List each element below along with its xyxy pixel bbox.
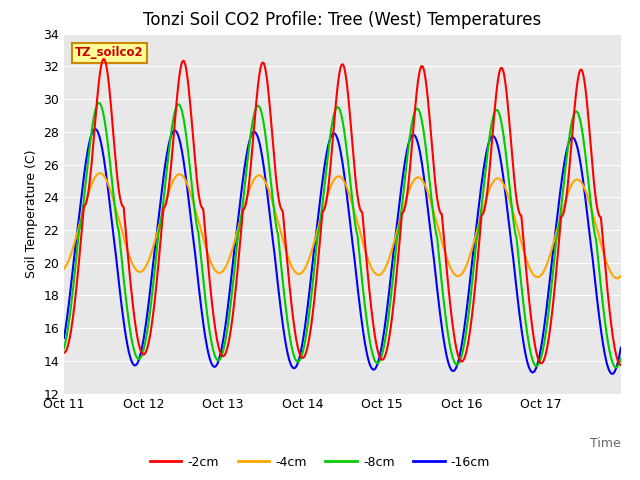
Y-axis label: Soil Temperature (C): Soil Temperature (C): [25, 149, 38, 278]
Text: TZ_soilco2: TZ_soilco2: [75, 46, 144, 59]
Title: Tonzi Soil CO2 Profile: Tree (West) Temperatures: Tonzi Soil CO2 Profile: Tree (West) Temp…: [143, 11, 541, 29]
Text: Time: Time: [590, 437, 621, 450]
Legend: -2cm, -4cm, -8cm, -16cm: -2cm, -4cm, -8cm, -16cm: [145, 451, 495, 474]
